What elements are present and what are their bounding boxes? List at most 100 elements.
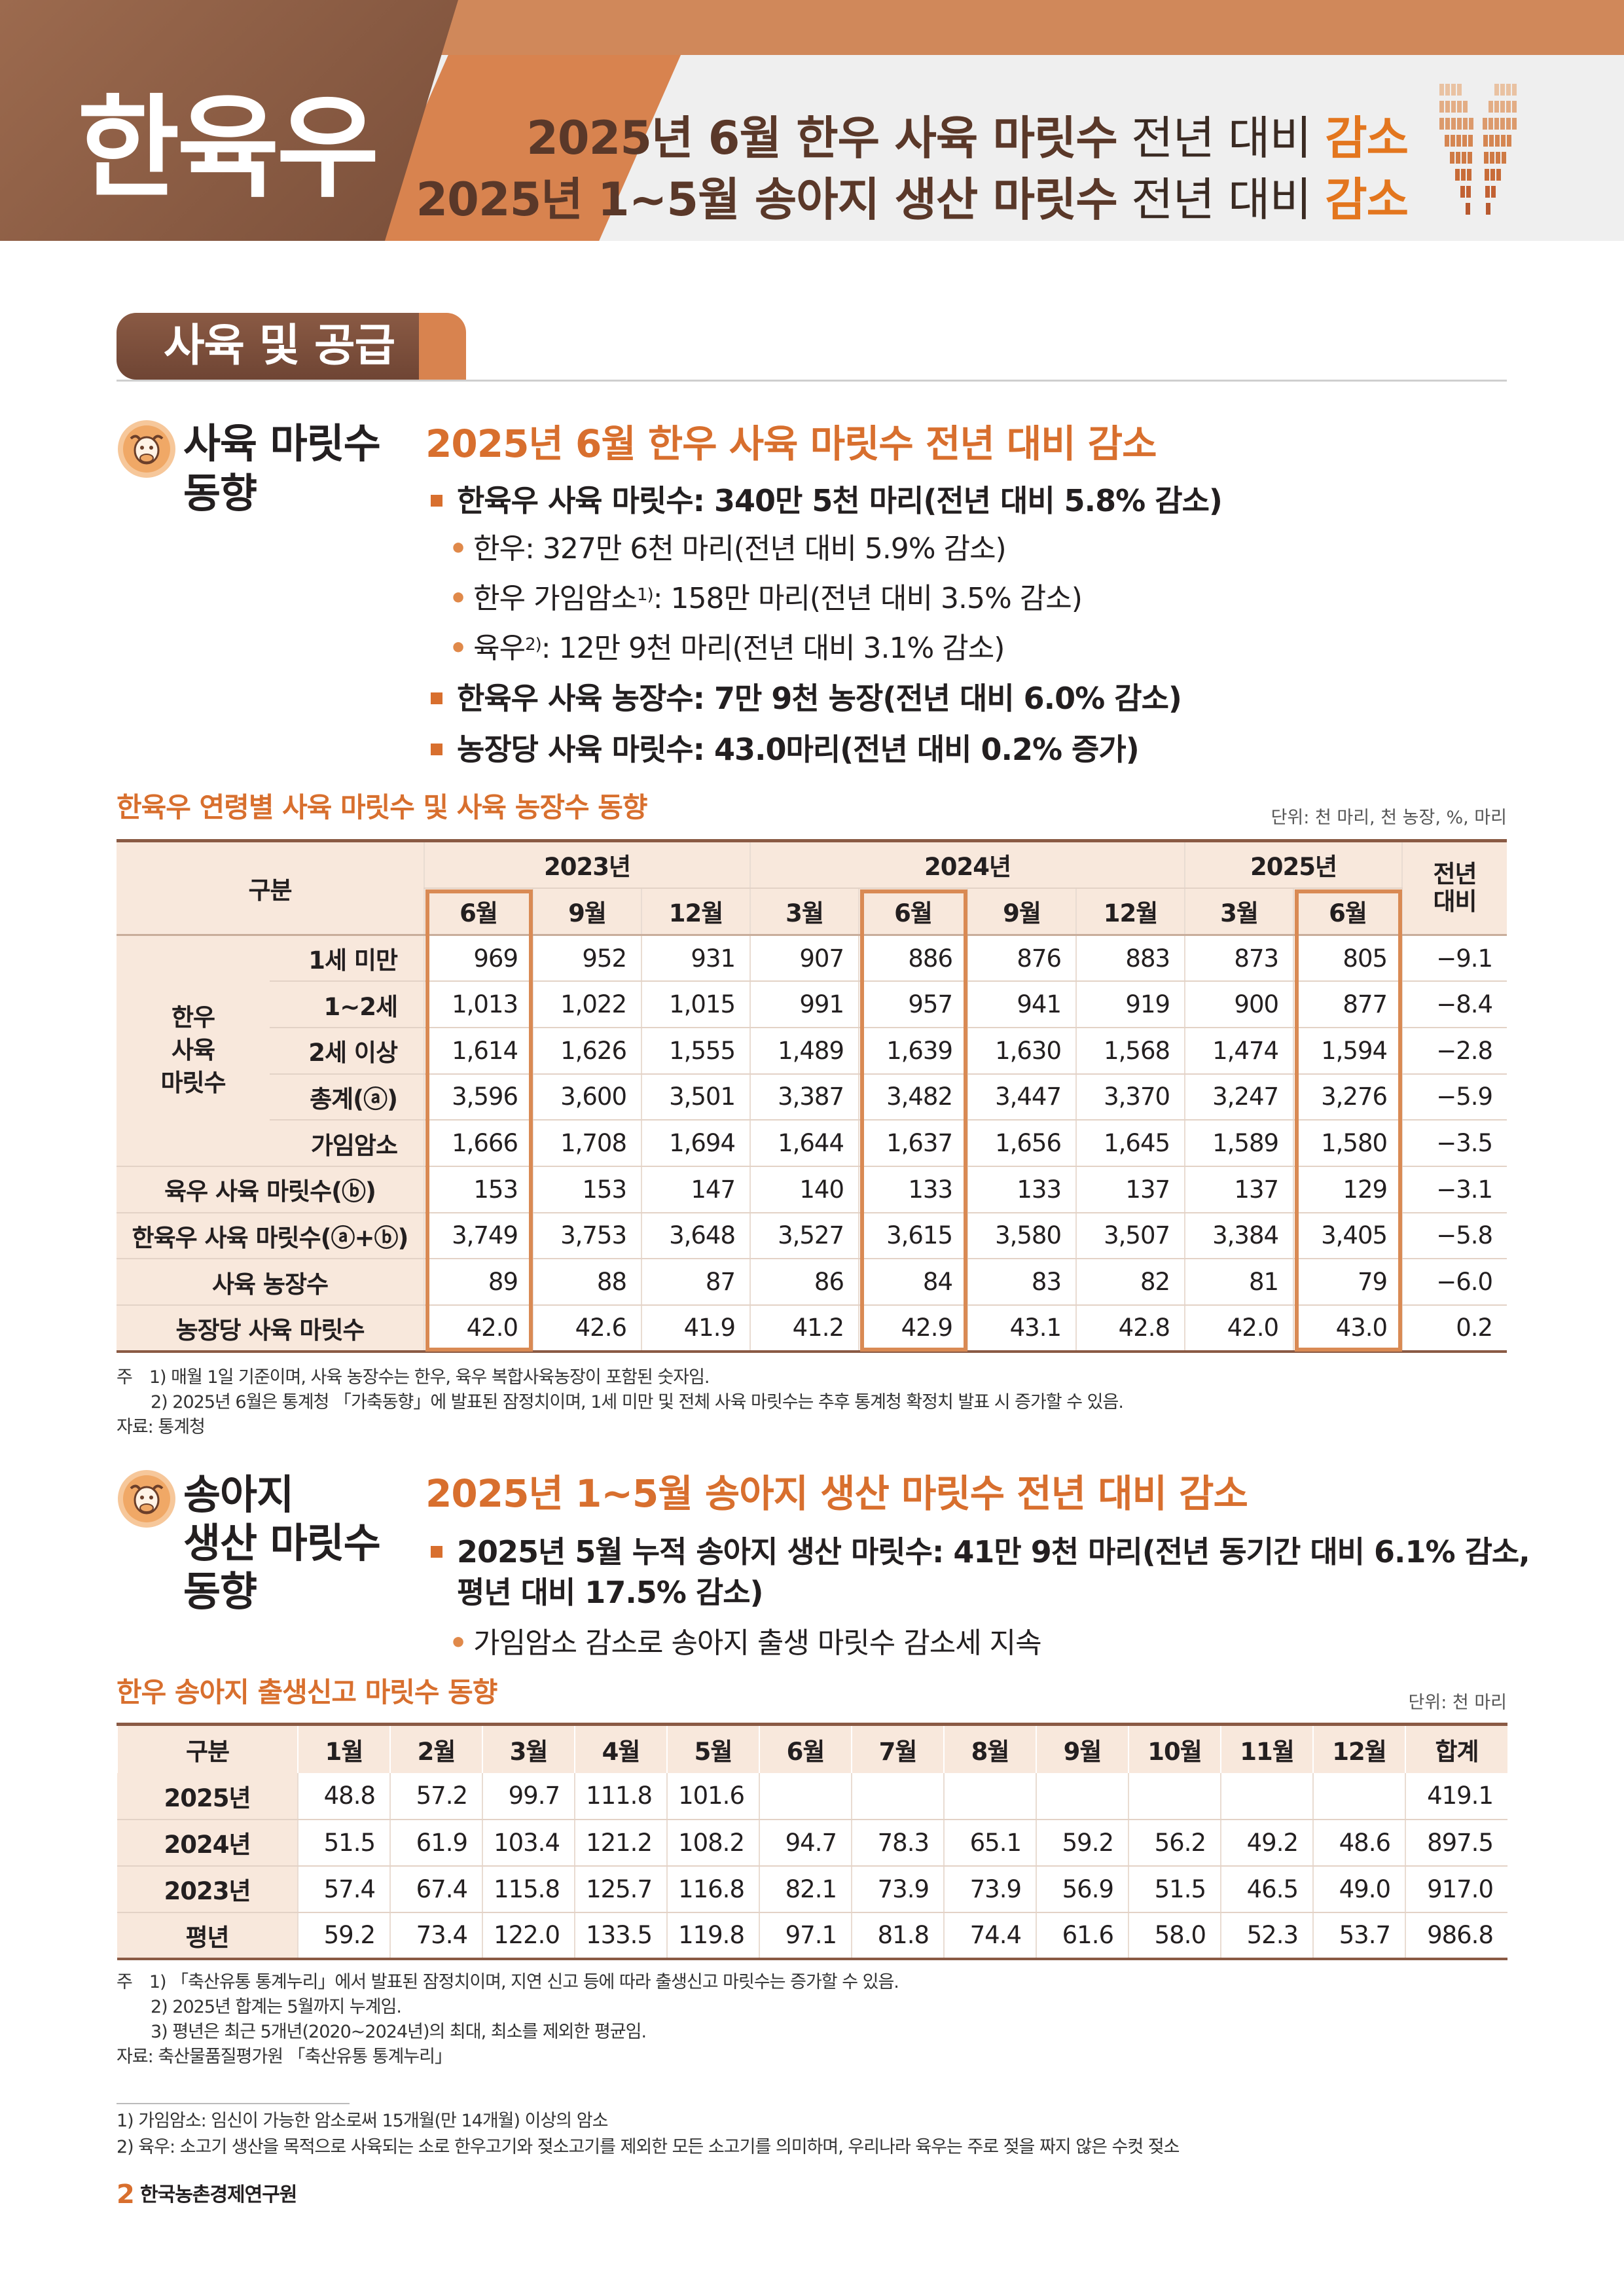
table-row: 가임암소 1,666 1,708 1,694 1,644 1,637 1,656 1,645 1… (117, 1120, 1507, 1167)
table2-cell: 52.3 (1220, 1912, 1313, 1960)
square-bullet-icon (431, 1545, 442, 1558)
table1-yoy-cell: −6.0 (1401, 1259, 1507, 1306)
table1-cell: 1,656 (967, 1120, 1077, 1167)
table1-cell: 1,568 (1075, 1027, 1185, 1075)
table1-year-2024: 2024년 (749, 840, 1185, 889)
table1-month-header: 6월 (424, 888, 533, 936)
sub2-title-line3: 동향 (183, 1568, 257, 1615)
table2-cell: 111.8 (574, 1772, 667, 1820)
table-row: 한우 사육 마릿수 1세 미만 969 952 931 907 886 876 883 873 805−… (117, 935, 1507, 1167)
table1-cell: 931 (640, 935, 751, 982)
section-title: 사육 및 공급 (164, 320, 395, 372)
table2-cell (943, 1772, 1036, 1820)
table2-cell: 49.0 (1312, 1865, 1405, 1913)
table1-cell: 886 (858, 935, 968, 982)
section-tag-accent (419, 313, 466, 380)
table1-corner-header: 구분 (117, 840, 424, 936)
table1-group-label: 한우 사육 마릿수 (117, 935, 270, 1167)
table-row: 총계(ⓐ) 3,596 3,600 3,501 3,387 3,482 3,447 3,370… (117, 1073, 1507, 1121)
table1-row-label: 가임암소 (270, 1120, 424, 1167)
table1-cell: 84 (858, 1259, 968, 1306)
table2-cell: 101.6 (666, 1772, 759, 1820)
livestock-count-table: 구분 2023년 2024년 2025년 전년 대비 6월 9월 12월 3월 6월 9월 1… (117, 839, 1507, 1353)
table2-column-header: 3월 (482, 1724, 575, 1773)
table2-column-header: 6월 (759, 1724, 852, 1773)
table1-cell: 805 (1293, 935, 1403, 982)
table1-month-header: 3월 (1184, 888, 1294, 936)
table2-cell: 81.8 (851, 1912, 944, 1960)
square-bullet-icon (431, 494, 442, 507)
table2-cell: 121.2 (574, 1819, 667, 1867)
table1-cell: 952 (532, 935, 641, 982)
table2-column-header: 12월 (1312, 1724, 1405, 1773)
sub2-title-line2: 생산 마릿수 (183, 1519, 381, 1567)
table1-cell: 3,749 (424, 1212, 533, 1260)
table2-total-cell: 419.1 (1405, 1772, 1507, 1820)
table1-cell: 42.6 (532, 1305, 641, 1352)
table1-cell: 86 (749, 1259, 859, 1306)
sub2-bullet-1: 2025년 5월 누적 송아지 생산 마릿수: 41만 9천 마리(전년 동기간… (431, 1528, 1530, 1576)
footnote-1: 1) 가임암소: 임신이 가능한 암소로써 15개월(만 14개월) 이상의 암… (117, 2111, 608, 2131)
table2-cell: 65.1 (943, 1819, 1036, 1867)
table1-cell: 1,626 (532, 1027, 641, 1075)
sub1-bullet-2: 한육우 사육 농장수: 7만 9천 농장(전년 대비 6.0% 감소) (431, 674, 1182, 723)
table1-cell: 3,580 (967, 1212, 1077, 1260)
banner-headlines: 2025년 6월 한우 사육 마릿수 전년 대비 감소 2025년 1~5월 송… (416, 107, 1409, 230)
table1-row-label: 한육우 사육 마릿수(ⓐ+ⓑ) (117, 1212, 424, 1260)
table2-total-cell: 897.5 (1405, 1819, 1507, 1867)
table1-cell: 1,013 (424, 981, 533, 1028)
table1-cell: 1,644 (749, 1120, 859, 1167)
table1-cell: 81 (1184, 1259, 1294, 1306)
table2-cell: 122.0 (482, 1912, 575, 1960)
table1-month-header: 3월 (749, 888, 859, 936)
table2-unit: 단위: 천 마리 (1408, 1693, 1507, 1713)
table1-month-header: 9월 (532, 888, 641, 936)
table1-cell: 79 (1293, 1259, 1403, 1306)
table1-yoy-header: 전년 대비 (1401, 840, 1507, 936)
table2-cell: 48.6 (1312, 1819, 1405, 1867)
banner-headline-1: 2025년 6월 한우 사육 마릿수 전년 대비 감소 (526, 111, 1409, 165)
table1-cell: 1,015 (640, 981, 751, 1028)
table1-month-header: 6월 (1293, 888, 1403, 936)
table2-cell: 78.3 (851, 1819, 944, 1867)
table1-cell: 153 (532, 1166, 641, 1213)
table2-cell: 73.4 (389, 1912, 482, 1960)
grain-emblem-icon (1439, 84, 1517, 215)
table2-cell: 61.6 (1036, 1912, 1128, 1960)
table2-cell: 74.4 (943, 1912, 1036, 1960)
cattle-icon (118, 1470, 175, 1528)
table1-unit: 단위: 천 마리, 천 농장, %, 마리 (1271, 808, 1507, 828)
table1-cell: 877 (1293, 981, 1403, 1028)
table2-cell: 53.7 (1312, 1912, 1405, 1960)
table2-row-label: 2025년 (117, 1772, 298, 1820)
table1-cell: 1,630 (967, 1027, 1077, 1075)
table1-yoy-cell: −3.5 (1401, 1120, 1507, 1167)
table-row: 평년 59.2 73.4 122.0 133.5 119.8 97.1 81.8 74.4 61.… (117, 1912, 1507, 1960)
publisher-name: 한국농촌경제연구원 (140, 2183, 297, 2206)
table1-cell: 3,370 (1075, 1073, 1185, 1121)
table2-total-cell: 986.8 (1405, 1912, 1507, 1960)
table2-column-header: 8월 (943, 1724, 1036, 1773)
table-row: 2024년 51.5 61.9 103.4 121.2 108.2 94.7 78.3 65.1… (117, 1819, 1507, 1867)
table1-month-header: 6월 (858, 888, 968, 936)
table1-yoy-cell: −5.9 (1401, 1073, 1507, 1121)
table1-row-label: 농장당 사육 마릿수 (117, 1305, 424, 1352)
table-row: 2025년 48.8 57.2 99.7 111.8 101.6 419.1 (117, 1772, 1507, 1820)
banner-brand-panel (0, 0, 458, 241)
table1-cell: 3,600 (532, 1073, 641, 1121)
table1-cell: 919 (1075, 981, 1185, 1028)
square-bullet-icon (431, 743, 442, 755)
section-divider (117, 380, 1507, 382)
table1-cell: 83 (967, 1259, 1077, 1306)
square-bullet-icon (431, 692, 442, 704)
table1-yoy-cell: 0.2 (1401, 1305, 1507, 1352)
table2-source: 자료: 축산물품질평가원 「축산유통 통계누리」 (117, 2047, 452, 2067)
table2-cell: 59.2 (1036, 1819, 1128, 1867)
table1-year-2025: 2025년 (1184, 840, 1403, 889)
table1-yoy-cell: −3.1 (1401, 1166, 1507, 1213)
footnote-divider (117, 2103, 350, 2104)
table2-cell: 103.4 (482, 1819, 575, 1867)
table1-cell: 82 (1075, 1259, 1185, 1306)
table1-cell: 42.9 (858, 1305, 968, 1352)
table1-cell: 907 (749, 935, 859, 982)
